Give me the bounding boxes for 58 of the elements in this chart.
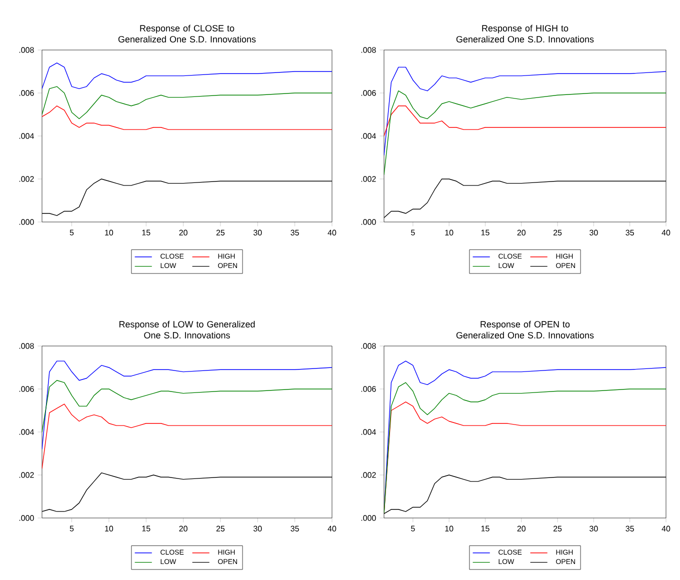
x-tick-label: 30 <box>253 526 262 532</box>
x-tick-label: 20 <box>517 230 526 236</box>
y-tick-label: .004 <box>19 429 34 435</box>
y-tick-label: .006 <box>19 90 34 96</box>
y-tick-label: .004 <box>19 133 34 139</box>
x-tick-label: 15 <box>481 526 490 532</box>
x-tick-label: 20 <box>179 526 188 532</box>
x-tick-label: 35 <box>290 230 299 236</box>
x-tick-label: 25 <box>553 526 562 532</box>
x-tick-label: 25 <box>216 526 225 532</box>
x-tick-label: 20 <box>179 230 188 236</box>
y-tick-label: .000 <box>361 515 376 521</box>
y-tick-label: .002 <box>19 472 34 478</box>
x-tick-label: 30 <box>253 230 262 236</box>
y-tick-label: .008 <box>19 47 34 53</box>
x-tick-label: 5 <box>411 526 415 532</box>
line-series <box>42 86 332 120</box>
chart-title: Response of CLOSE to Generalized One S.D. Innovations <box>118 24 256 42</box>
x-tick-label: 30 <box>590 526 598 532</box>
x-tick-label: 25 <box>216 230 225 236</box>
y-tick-label: .002 <box>361 472 376 478</box>
y-tick-label: .006 <box>361 386 376 392</box>
y-tick-label: .008 <box>19 343 34 349</box>
chart-title: Response of OPEN to Generalized One S.D. Innovations <box>456 320 594 338</box>
x-tick-label: 15 <box>481 230 490 236</box>
x-tick-label: 10 <box>445 230 454 236</box>
x-tick-label: 35 <box>290 526 299 532</box>
chart-title: Response of LOW to Generalized One S.D. Innovations <box>119 320 255 338</box>
y-tick-label: .006 <box>361 90 376 96</box>
y-tick-label: .004 <box>361 133 376 139</box>
y-tick-label: .006 <box>19 386 34 392</box>
x-tick-label: 20 <box>517 526 526 532</box>
x-tick-label: 10 <box>105 526 114 532</box>
chart-title: Response of HIGH to Generalized One S.D. Innovations <box>456 24 594 42</box>
x-tick-label: 5 <box>70 526 74 532</box>
x-tick-label: 15 <box>142 526 150 532</box>
y-tick-label: .002 <box>19 176 34 182</box>
x-tick-label: 35 <box>626 526 634 532</box>
x-tick-label: 35 <box>626 230 634 236</box>
y-tick-label: .004 <box>361 429 376 435</box>
y-tick-label: .008 <box>361 343 376 349</box>
x-tick-label: 10 <box>105 230 114 236</box>
y-tick-label: .008 <box>361 47 376 53</box>
x-tick-label: 40 <box>328 230 336 236</box>
x-tick-label: 40 <box>328 526 336 532</box>
x-tick-label: 25 <box>553 230 562 236</box>
x-tick-label: 40 <box>662 230 670 236</box>
y-tick-label: .000 <box>19 219 34 225</box>
y-tick-label: .000 <box>19 515 34 521</box>
x-tick-label: 15 <box>142 230 150 236</box>
y-tick-label: .000 <box>361 219 376 225</box>
x-tick-label: 5 <box>70 230 74 236</box>
x-tick-label: 30 <box>590 230 598 236</box>
x-tick-label: 40 <box>662 526 670 532</box>
x-tick-label: 5 <box>411 230 415 236</box>
x-tick-label: 10 <box>445 526 454 532</box>
line-series <box>42 380 332 432</box>
y-tick-label: .002 <box>361 176 376 182</box>
